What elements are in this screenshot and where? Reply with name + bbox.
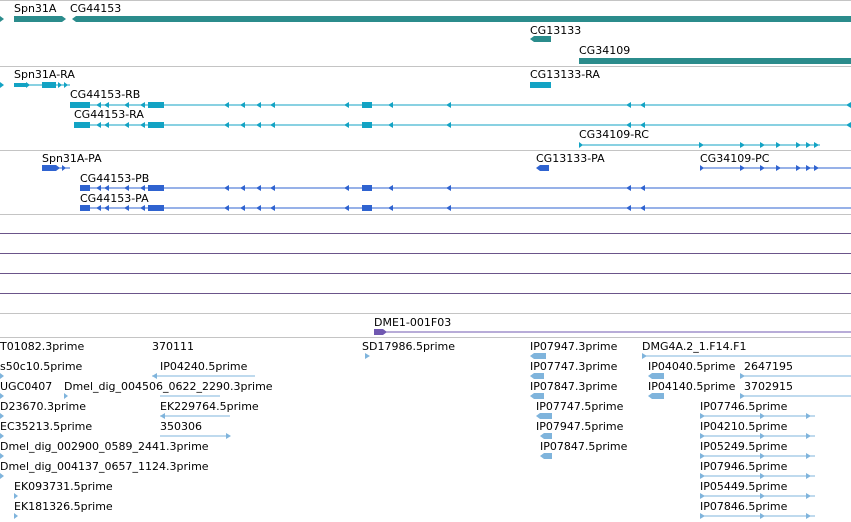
est-label[interactable]: IP05249.5prime — [700, 440, 788, 453]
track-divider — [0, 150, 851, 151]
est-label[interactable]: IP04210.5prime — [700, 420, 788, 433]
gene-label-cg44153[interactable]: CG44153 — [70, 2, 122, 15]
est-label[interactable]: IP07846.5prime — [700, 500, 788, 513]
est-label[interactable]: IP04240.5prime — [160, 360, 248, 373]
est-label[interactable]: IP05449.5prime — [700, 480, 788, 493]
empty-track-line — [0, 253, 851, 254]
transcript-label-cg34109-rc[interactable]: CG34109-RC — [579, 128, 649, 141]
est-label[interactable]: 370111 — [152, 340, 194, 353]
est-label[interactable]: 2647195 — [744, 360, 793, 373]
est-label[interactable]: EK181326.5prime — [14, 500, 113, 513]
est-label[interactable]: Dmel_dig_004137_0657_1124.3prime — [0, 460, 209, 473]
gene-label-cg13133[interactable]: CG13133 — [530, 24, 582, 37]
est-label[interactable]: IP04140.5prime — [648, 380, 736, 393]
gene-track — [0, 16, 851, 64]
est-track — [0, 353, 851, 519]
est-label[interactable]: EK229764.5prime — [160, 400, 259, 413]
gene-feature[interactable] — [14, 16, 66, 22]
protein-label-cg13133-pa[interactable]: CG13133-PA — [536, 152, 605, 165]
est-label[interactable]: IP07947.3prime — [530, 340, 618, 353]
gene-feature[interactable] — [530, 36, 551, 42]
est-label[interactable]: IP07947.5prime — [536, 420, 624, 433]
est-label[interactable]: EC35213.5prime — [0, 420, 93, 433]
est-label[interactable]: IP07946.5prime — [700, 460, 788, 473]
est-label[interactable]: IP07747.5prime — [536, 400, 624, 413]
transcript-label-cg44153-rb[interactable]: CG44153-RB — [70, 88, 141, 101]
est-label[interactable]: Dmel_dig_002900_0589_2441.3prime — [0, 440, 209, 453]
est-label[interactable]: IP04040.5prime — [648, 360, 736, 373]
protein-label-cg34109-pc[interactable]: CG34109-PC — [700, 152, 770, 165]
gene-feature[interactable] — [0, 16, 4, 22]
est-label[interactable]: SD17986.5prime — [362, 340, 455, 353]
empty-track-line — [0, 273, 851, 274]
transcript-label-cg13133-ra[interactable]: CG13133-RA — [530, 68, 600, 81]
est-label[interactable]: Dmel_dig_004506_0622_2290.3prime — [64, 380, 273, 393]
track-divider — [0, 66, 851, 67]
est-label[interactable]: UGC0407 — [0, 380, 53, 393]
est-label[interactable]: s50c10.5prime — [0, 360, 83, 373]
protein-label-cg44153-pa[interactable]: CG44153-PA — [80, 192, 149, 205]
gene-feature[interactable] — [72, 16, 851, 22]
empty-track-line — [0, 233, 851, 234]
est-label[interactable]: IP07847.5prime — [540, 440, 628, 453]
transcript-feature[interactable] — [0, 82, 4, 88]
transcript-track — [0, 82, 851, 148]
est-label[interactable]: D23670.3prime — [0, 400, 87, 413]
track-divider — [0, 0, 851, 1]
est-label[interactable]: IP07746.5prime — [700, 400, 788, 413]
clone-label[interactable]: DME1-001F03 — [374, 316, 452, 329]
est-label[interactable]: IP07847.3prime — [530, 380, 618, 393]
protein-label-cg44153-pb[interactable]: CG44153-PB — [80, 172, 150, 185]
gene-feature[interactable] — [579, 58, 851, 64]
est-label[interactable]: DMG4A.2_1.F14.F1 — [642, 340, 747, 353]
clone-track — [374, 329, 851, 335]
track-divider — [0, 313, 851, 314]
est-label[interactable]: 350306 — [160, 420, 202, 433]
transcript-label-spn31a-ra[interactable]: Spn31A-RA — [14, 68, 75, 81]
gene-label-spn31a[interactable]: Spn31A — [14, 2, 57, 15]
protein-track — [42, 165, 851, 211]
gene-label-cg34109[interactable]: CG34109 — [579, 44, 631, 57]
track-divider — [0, 337, 851, 338]
est-label[interactable]: 3702915 — [744, 380, 793, 393]
est-label[interactable]: IP07747.3prime — [530, 360, 618, 373]
transcript-label-cg44153-ra[interactable]: CG44153-RA — [74, 108, 144, 121]
empty-track-line — [0, 293, 851, 294]
clone-feature[interactable] — [374, 329, 387, 335]
est-label[interactable]: EK093731.5prime — [14, 480, 113, 493]
protein-label-spn31a-pa[interactable]: Spn31A-PA — [42, 152, 102, 165]
transcript-feature[interactable] — [530, 82, 551, 88]
track-divider — [0, 214, 851, 215]
est-label[interactable]: T01082.3prime — [0, 340, 85, 353]
